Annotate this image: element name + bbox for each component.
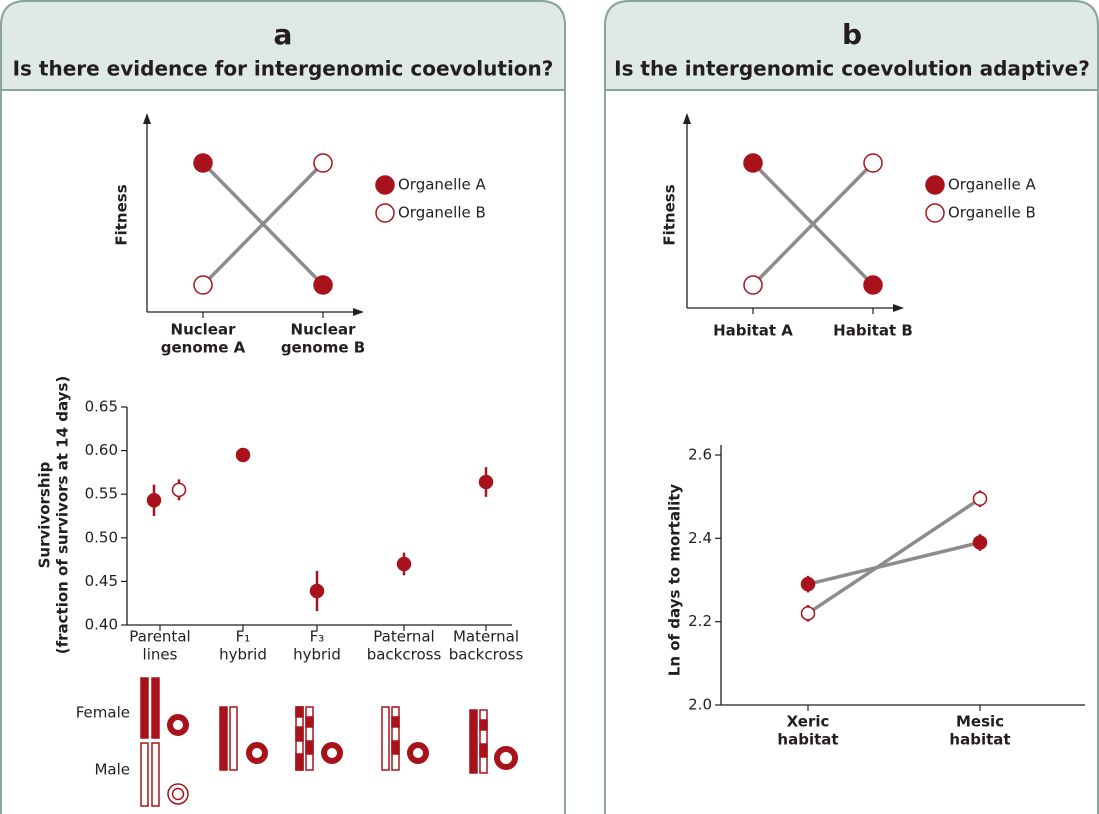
data-point [744, 154, 762, 172]
x-tick-label: Mesic [956, 713, 1004, 731]
data-point [864, 154, 882, 172]
y-tick-label: 0.60 [85, 441, 118, 459]
data-point [148, 494, 161, 507]
panel-title: Is there evidence for intergenomic coevo… [13, 57, 554, 81]
panel-frame [605, 1, 1098, 814]
x-tick-label: Habitat A [713, 322, 793, 340]
data-point [744, 276, 762, 294]
legend-label: Organelle A [398, 176, 486, 194]
data-point [480, 475, 493, 488]
x-tick-label: habitat [949, 731, 1010, 749]
data-point [314, 154, 332, 172]
data-point [311, 584, 324, 597]
x-tick-label: Maternal [453, 628, 519, 646]
x-tick-label: Nuclear [291, 321, 357, 339]
cross-row-label: Female [76, 704, 130, 722]
data-point [864, 276, 882, 294]
panel-letter: a [274, 18, 293, 51]
data-point [173, 483, 186, 496]
legend-label: Organelle B [398, 204, 486, 222]
page: {"panels": [ {"letter": "a", "title": "I… [0, 0, 1099, 814]
x-tick-label: hybrid [219, 646, 267, 664]
x-tick-label: F₁ [236, 628, 251, 646]
legend-marker [926, 176, 944, 194]
legend-label: Organelle B [948, 204, 1036, 222]
y-tick-label: 0.45 [85, 572, 118, 590]
y-tick-label: 2.4 [688, 529, 712, 547]
x-tick-label: habitat [777, 731, 838, 749]
panel-title: Is the intergenomic coevolution adaptive… [614, 57, 1090, 81]
legend-label: Organelle A [948, 176, 1036, 194]
data-point [194, 276, 212, 294]
legend-marker [926, 204, 944, 222]
x-tick-label: hybrid [293, 646, 341, 664]
x-tick-label: Paternal [373, 628, 434, 646]
y-tick-label: 0.40 [85, 616, 118, 634]
y-tick-label: 2.6 [688, 446, 712, 464]
x-tick-label: Xeric [787, 713, 830, 731]
x-tick-label: Parental [129, 628, 190, 646]
y-tick-label: 0.55 [85, 485, 118, 503]
x-tick-label: F₃ [310, 628, 325, 646]
data-point [802, 578, 815, 591]
legend-marker [376, 204, 394, 222]
y-tick-label: 2.2 [688, 612, 712, 630]
y-axis-label: Survivorship [36, 461, 54, 568]
data-point [398, 557, 411, 570]
y-axis-label: Ln of days to mortality [666, 484, 684, 677]
legend-marker [376, 176, 394, 194]
cross-row-label: Male [94, 761, 130, 779]
y-tick-label: 0.50 [85, 528, 118, 546]
y-tick-label: 2.0 [688, 696, 712, 714]
x-tick-label: Nuclear [171, 321, 237, 339]
x-tick-label: Habitat B [833, 322, 913, 340]
x-tick-label: backcross [449, 646, 524, 664]
data-point [237, 448, 250, 461]
x-tick-label: backcross [367, 646, 442, 664]
data-point [314, 276, 332, 294]
y-tick-label: 0.65 [85, 398, 118, 416]
y-axis-label: (fraction of survivors at 14 days) [54, 376, 72, 655]
data-point [802, 607, 815, 620]
y-axis-label: Fitness [661, 184, 679, 245]
data-point [194, 154, 212, 172]
figure: a Is there evidence for intergenomic coe… [0, 0, 1099, 814]
y-axis-label: Fitness [113, 184, 131, 245]
x-tick-label: genome B [281, 339, 365, 357]
x-tick-label: lines [143, 646, 178, 664]
data-point [974, 536, 987, 549]
panel-letter: b [842, 18, 862, 51]
data-point [974, 492, 987, 505]
x-tick-label: genome A [161, 339, 246, 357]
